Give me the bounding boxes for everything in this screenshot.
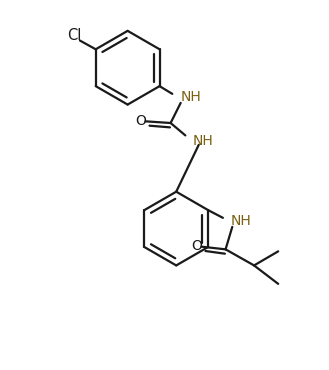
Text: NH: NH — [181, 90, 201, 104]
Text: NH: NH — [193, 134, 214, 148]
Text: O: O — [191, 239, 202, 253]
Text: NH: NH — [231, 214, 251, 228]
Text: Cl: Cl — [67, 28, 82, 43]
Text: O: O — [135, 114, 146, 128]
